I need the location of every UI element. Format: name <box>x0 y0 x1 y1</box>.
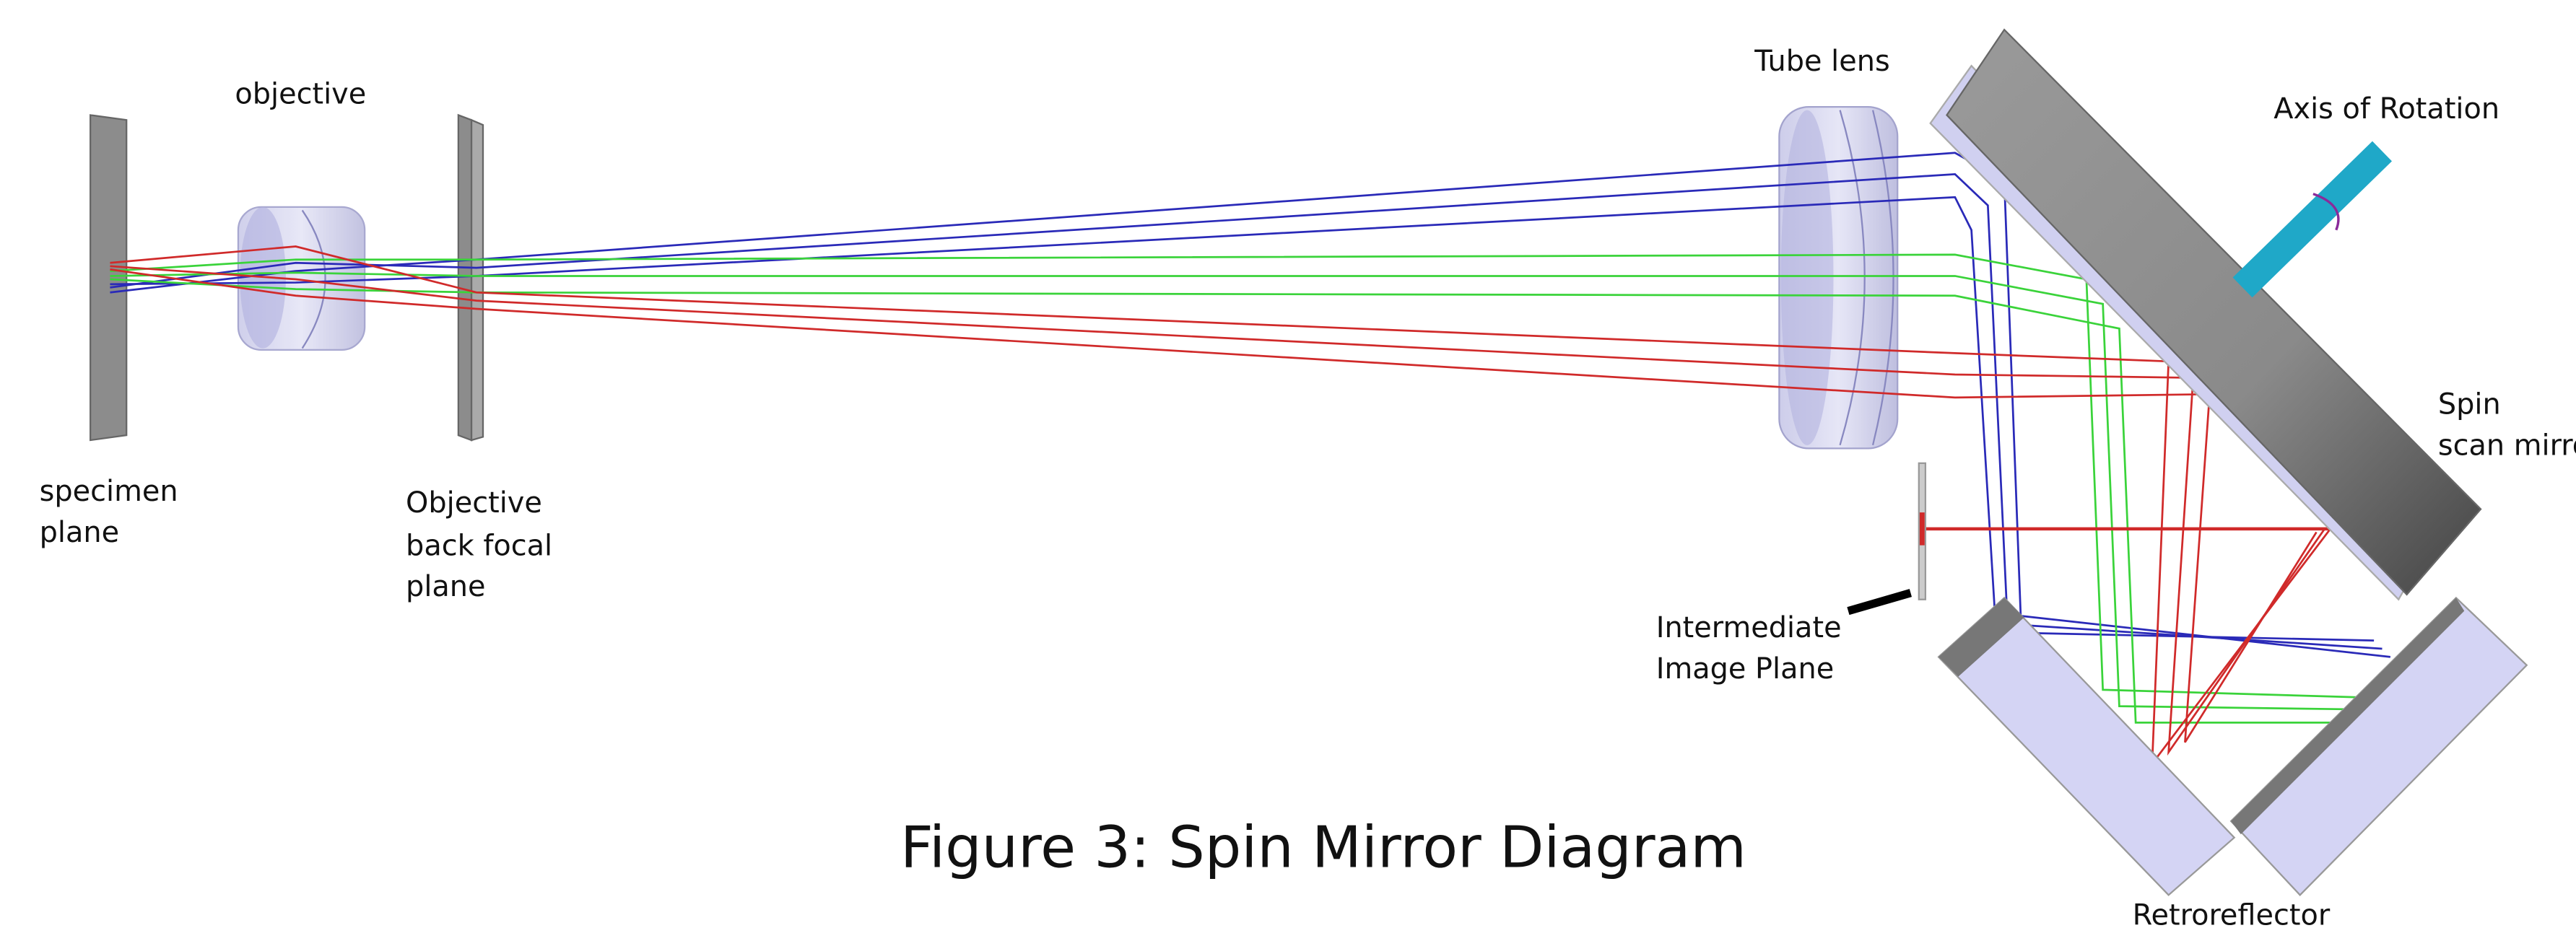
retroreflector <box>1938 597 2527 895</box>
label: Axis of Rotation <box>2273 92 2499 126</box>
intermediate-image-plane <box>1848 463 1926 611</box>
label: Retroreflector <box>2133 898 2331 928</box>
label: plane <box>406 570 485 603</box>
diagram: objective specimen plane Objective back … <box>0 0 2576 928</box>
label: back focal <box>406 529 552 562</box>
label: objective <box>235 78 366 111</box>
label: specimen <box>40 475 178 508</box>
label: Tube lens <box>1754 45 1889 78</box>
label: Objective <box>406 486 542 520</box>
page: {"figure": {"caption": "Figure 3: Spin M… <box>0 0 2576 928</box>
label: Intermediate <box>1656 611 1842 644</box>
axis-of-rotation <box>2242 152 2382 288</box>
caption: Figure 3: Spin Mirror Diagram <box>900 814 1746 881</box>
label: scan mirror <box>2438 429 2576 462</box>
label: plane <box>40 516 119 549</box>
back-focal-plane <box>458 115 483 440</box>
specimen-plane <box>90 115 126 440</box>
label: Spin <box>2438 388 2501 421</box>
label: Image Plane <box>1656 652 1835 686</box>
objective-lens <box>238 207 365 350</box>
